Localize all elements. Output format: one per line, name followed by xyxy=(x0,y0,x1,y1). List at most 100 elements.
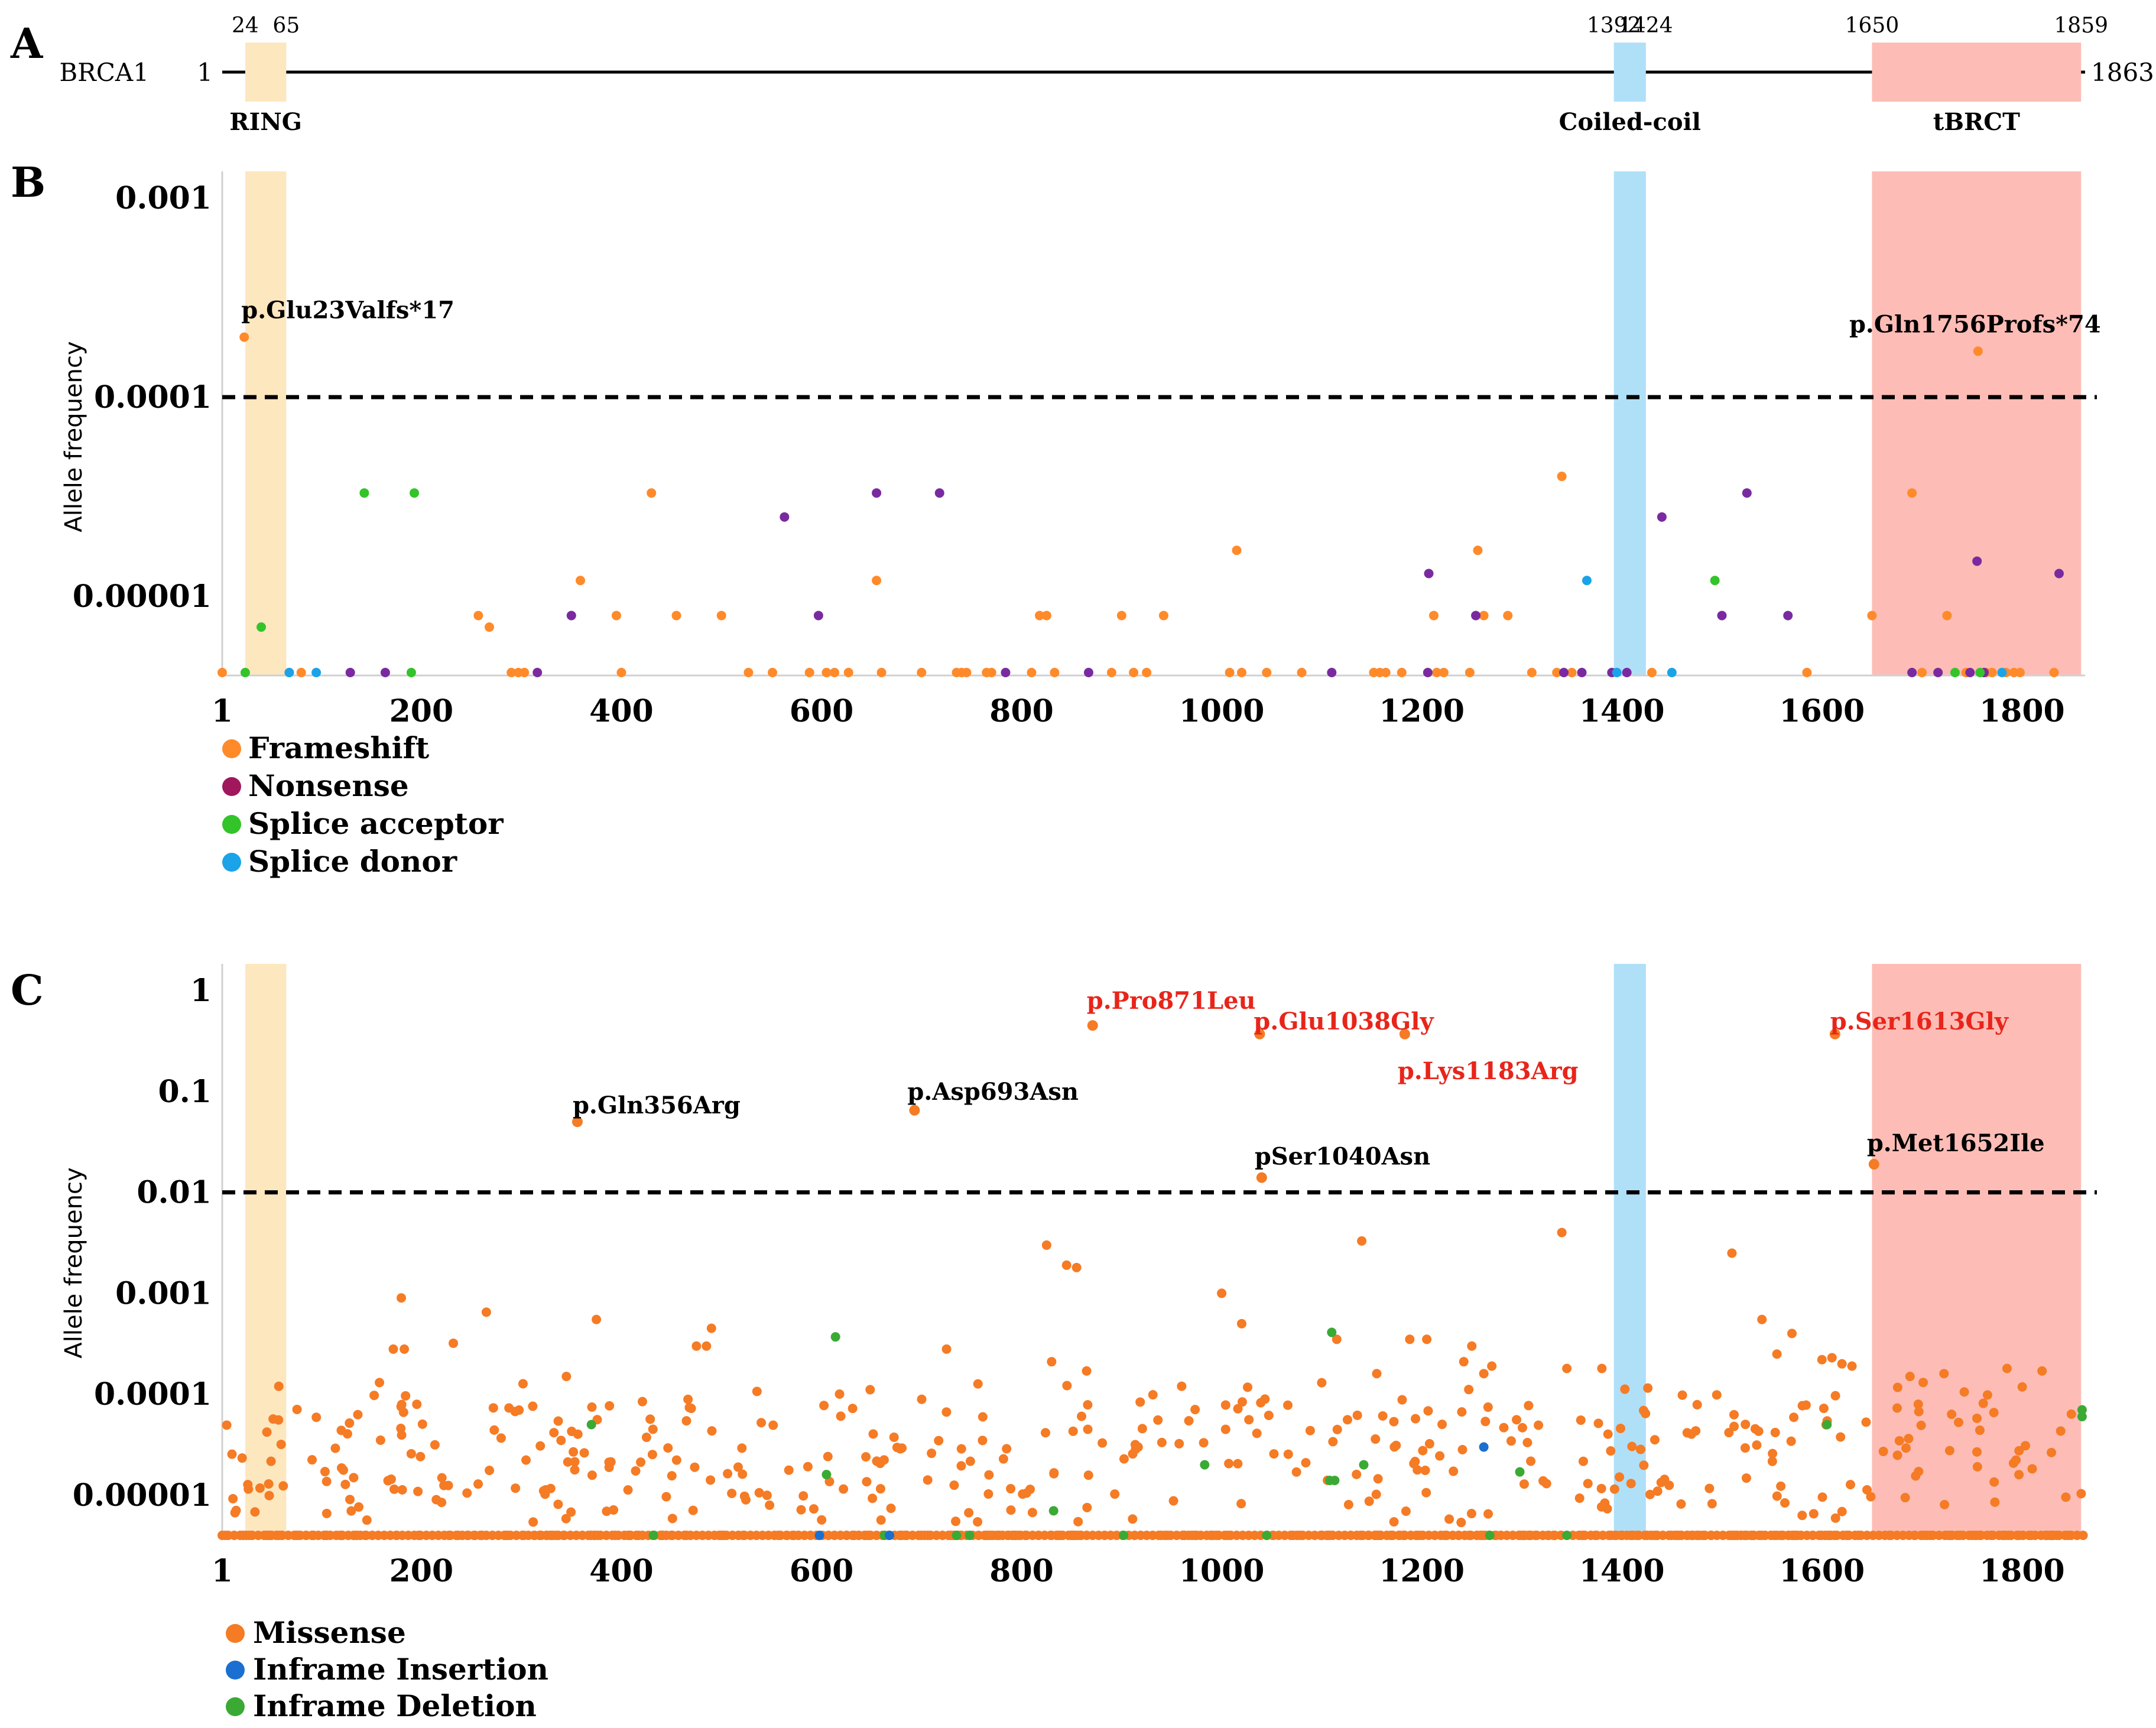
data-point-missense xyxy=(1487,1361,1497,1371)
data-point-missense xyxy=(1301,1458,1311,1468)
data-point-missense xyxy=(1459,1357,1469,1367)
data-point-frameshift xyxy=(1465,668,1475,677)
data-point-missense xyxy=(978,1412,988,1422)
legend-label: Splice acceptor xyxy=(248,806,504,841)
domain-name-label: RING xyxy=(229,108,302,136)
x-tick-label: 1800 xyxy=(1979,1553,2065,1589)
data-point-missense xyxy=(1901,1443,1911,1453)
data-point-missense xyxy=(349,1473,359,1483)
data-point-missense xyxy=(1837,1506,1847,1516)
data-point-missense xyxy=(268,1414,278,1424)
data-point-missense xyxy=(964,1508,974,1518)
data-point-missense xyxy=(868,1493,878,1503)
data-point-missense xyxy=(1727,1248,1737,1258)
data-point-missense xyxy=(1480,1417,1491,1427)
data-point-frameshift xyxy=(843,668,853,677)
data-point-frameshift xyxy=(822,668,832,677)
data-point-splice-acceptor xyxy=(359,488,369,498)
data-point-missense xyxy=(437,1498,447,1508)
data-point-missense xyxy=(752,1386,762,1396)
x-tick-label: 1400 xyxy=(1579,693,1665,729)
data-point-frameshift xyxy=(1917,668,1927,677)
data-point-missense xyxy=(733,1462,743,1472)
data-point-missense xyxy=(1128,1514,1138,1524)
data-point-missense xyxy=(1704,1483,1715,1493)
data-point-splice-acceptor xyxy=(256,622,267,632)
data-point-missense xyxy=(322,1476,332,1486)
data-point-frameshift xyxy=(1236,668,1246,677)
data-point-missense xyxy=(2047,1447,2057,1457)
data-point-inframe-deletion xyxy=(1330,1476,1340,1486)
data-point-missense xyxy=(1650,1435,1660,1445)
data-point-missense xyxy=(1357,1236,1367,1246)
data-point-missense xyxy=(1989,1408,1999,1418)
legend-marker xyxy=(222,777,241,796)
data-point-missense xyxy=(1199,1438,1209,1448)
data-point-missense xyxy=(1466,1509,1476,1519)
data-point-missense xyxy=(1174,1438,1184,1448)
data-point-nonsense xyxy=(780,512,790,522)
data-point-missense xyxy=(514,1405,524,1415)
data-point-missense xyxy=(817,1515,827,1525)
data-point-missense xyxy=(796,1505,806,1515)
data-point-frameshift xyxy=(519,668,530,677)
data-point-missense xyxy=(549,1428,559,1438)
data-point-inframe-deletion xyxy=(1515,1467,1525,1477)
data-point-missense xyxy=(1817,1492,1827,1502)
legend-marker xyxy=(226,1661,245,1680)
data-point-missense xyxy=(437,1473,447,1483)
data-point-missense xyxy=(1801,1400,1811,1410)
x-tick-label: 600 xyxy=(790,1553,854,1589)
data-point-missense xyxy=(688,1505,698,1515)
data-point-missense xyxy=(1041,1240,1051,1250)
data-point-inframe-deletion xyxy=(1119,1531,1129,1540)
data-point-missense xyxy=(973,1379,983,1389)
data-point-missense xyxy=(1128,1449,1138,1459)
data-point-inframe-deletion xyxy=(1359,1460,1369,1470)
x-tick-label: 1000 xyxy=(1179,1553,1265,1589)
data-point-missense xyxy=(1596,1502,1606,1512)
variant-annotation: pSer1040Asn xyxy=(1255,1143,1430,1171)
data-point-nonsense xyxy=(1001,668,1011,677)
data-point-missense xyxy=(2076,1489,2086,1499)
data-point-frameshift xyxy=(768,668,778,677)
data-point-frameshift xyxy=(716,610,726,621)
data-point-missense xyxy=(623,1485,633,1495)
data-point-missense-highlight xyxy=(1868,1158,1879,1170)
data-point-missense xyxy=(727,1489,737,1499)
data-point-inframe-deletion xyxy=(586,1420,596,1430)
data-point-missense xyxy=(1982,1390,1992,1400)
data-point-missense xyxy=(417,1419,427,1429)
data-point-missense xyxy=(1423,1406,1433,1416)
data-point-missense xyxy=(397,1485,407,1495)
data-point-missense xyxy=(949,1480,959,1490)
data-point-frameshift xyxy=(506,668,517,677)
data-point-missense xyxy=(587,1470,597,1480)
data-point-missense xyxy=(1845,1480,1855,1490)
data-point-missense xyxy=(1978,1398,1988,1408)
data-point-missense xyxy=(1836,1432,1846,1442)
data-point-missense xyxy=(1626,1479,1636,1489)
data-point-missense xyxy=(768,1420,778,1430)
data-point-inframe-insertion xyxy=(885,1531,895,1540)
data-point-frameshift xyxy=(917,668,927,677)
data-point-missense xyxy=(1317,1378,1327,1388)
data-point-splice-acceptor xyxy=(406,668,416,677)
legend-label: Inframe Insertion xyxy=(253,1652,548,1687)
data-point-missense xyxy=(1522,1437,1532,1447)
data-point-missense xyxy=(1524,1401,1534,1411)
data-point-missense xyxy=(1972,1413,1982,1423)
data-point-missense xyxy=(934,1435,944,1446)
data-point-missense xyxy=(1283,1449,1293,1459)
data-point-missense xyxy=(375,1435,385,1446)
data-point-missense xyxy=(1741,1473,1751,1483)
data-point-missense xyxy=(255,1483,265,1493)
data-point-frameshift xyxy=(1439,668,1449,677)
data-point-splice-acceptor xyxy=(240,668,250,677)
data-point-missense xyxy=(1534,1420,1544,1430)
data-point-frameshift xyxy=(1802,668,1812,677)
data-point-missense xyxy=(631,1466,641,1476)
data-point-inframe-deletion xyxy=(1485,1531,1495,1540)
